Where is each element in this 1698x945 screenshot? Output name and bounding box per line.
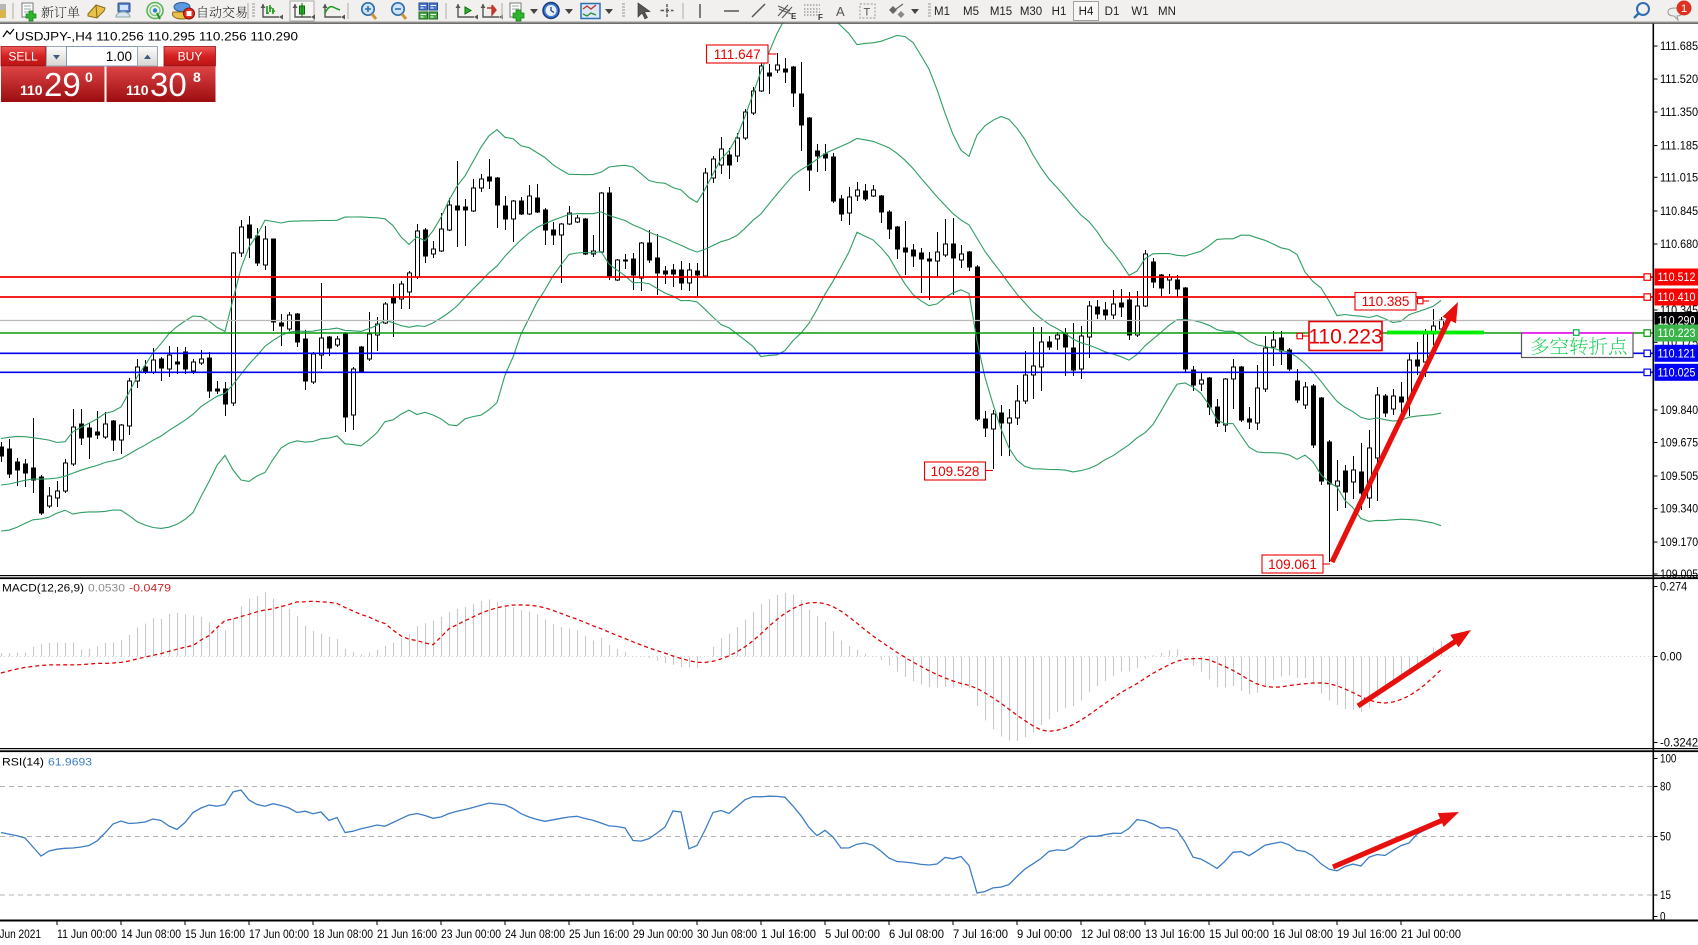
svg-text:BUY: BUY	[178, 50, 203, 64]
svg-text:19 Jul 16:00: 19 Jul 16:00	[1337, 929, 1397, 941]
svg-text:9 Jul 00:00: 9 Jul 00:00	[1017, 929, 1072, 941]
svg-text:110: 110	[20, 82, 43, 98]
svg-text:110.025: 110.025	[1658, 367, 1696, 379]
svg-text:USDJPY-,H4 110.256 110.295 11: USDJPY-,H4 110.256 110.295 110.256 110.2…	[15, 30, 298, 44]
svg-text:15 Jul 00:00: 15 Jul 00:00	[1209, 929, 1269, 941]
svg-text:111.015: 111.015	[1660, 172, 1698, 184]
svg-text:110: 110	[126, 82, 149, 98]
svg-text:-0.3242: -0.3242	[1660, 738, 1698, 750]
svg-text:M30: M30	[1020, 6, 1042, 18]
svg-text:100: 100	[1660, 754, 1676, 766]
svg-text:30: 30	[150, 66, 187, 103]
svg-text:8 Jun 2021: 8 Jun 2021	[0, 929, 41, 941]
svg-text:15: 15	[1660, 890, 1671, 902]
svg-text:30 Jun 08:00: 30 Jun 08:00	[697, 929, 757, 941]
svg-text:8: 8	[193, 69, 201, 85]
svg-text:15 Jun 16:00: 15 Jun 16:00	[185, 929, 245, 941]
svg-text:50: 50	[1660, 832, 1671, 844]
svg-text:110.121: 110.121	[1658, 348, 1696, 360]
svg-text:18 Jun 08:00: 18 Jun 08:00	[313, 929, 373, 941]
svg-text:110.223: 110.223	[1308, 326, 1382, 349]
svg-text:W1: W1	[1131, 6, 1148, 18]
svg-text:25 Jun 16:00: 25 Jun 16:00	[569, 929, 629, 941]
svg-text:14 Jun 08:00: 14 Jun 08:00	[121, 929, 181, 941]
svg-text:109.340: 109.340	[1660, 504, 1698, 516]
svg-text:13 Jul 16:00: 13 Jul 16:00	[1145, 929, 1205, 941]
svg-text:H4: H4	[1079, 6, 1094, 18]
svg-text:M1: M1	[934, 6, 950, 18]
svg-text:11 Jun 00:00: 11 Jun 00:00	[57, 929, 117, 941]
svg-text:110.223: 110.223	[1658, 328, 1696, 340]
svg-text:111.647: 111.647	[714, 47, 761, 62]
svg-text:61.9693: 61.9693	[48, 757, 92, 769]
svg-text:6 Jul 08:00: 6 Jul 08:00	[889, 929, 944, 941]
svg-text:1.00: 1.00	[106, 49, 132, 64]
svg-text:0: 0	[1660, 912, 1666, 924]
svg-text:0.0530: 0.0530	[88, 583, 125, 595]
svg-text:E: E	[791, 12, 797, 21]
svg-text:23 Jun 00:00: 23 Jun 00:00	[441, 929, 501, 941]
svg-text:110.512: 110.512	[1658, 272, 1696, 284]
svg-text:F: F	[818, 13, 823, 22]
svg-text:A: A	[836, 4, 845, 19]
svg-text:111.185: 111.185	[1660, 141, 1698, 153]
svg-text:109.528: 109.528	[931, 464, 980, 479]
svg-text:109.505: 109.505	[1660, 471, 1698, 483]
svg-text:1: 1	[1681, 3, 1687, 15]
svg-text:M15: M15	[990, 6, 1012, 18]
svg-text:MN: MN	[1158, 6, 1176, 18]
svg-text:21 Jun 16:00: 21 Jun 16:00	[377, 929, 437, 941]
svg-text:24 Jun 08:00: 24 Jun 08:00	[505, 929, 565, 941]
svg-text:5 Jul 00:00: 5 Jul 00:00	[825, 929, 880, 941]
svg-text:16 Jul 08:00: 16 Jul 08:00	[1273, 929, 1333, 941]
svg-text:29: 29	[44, 66, 81, 103]
svg-text:109.061: 109.061	[1268, 557, 1317, 572]
svg-text:111.520: 111.520	[1660, 74, 1698, 86]
svg-text:110.385: 110.385	[1362, 294, 1410, 309]
svg-text:1 Jul 16:00: 1 Jul 16:00	[761, 929, 816, 941]
svg-text:110.410: 110.410	[1658, 292, 1696, 304]
svg-text:-0.0479: -0.0479	[129, 583, 171, 595]
svg-text:MACD(12,26,9): MACD(12,26,9)	[2, 583, 84, 595]
svg-text:109.170: 109.170	[1660, 537, 1698, 549]
svg-text:21 Jul 00:00: 21 Jul 00:00	[1401, 929, 1461, 941]
svg-text:M5: M5	[963, 6, 979, 18]
svg-text:RSI(14): RSI(14)	[2, 757, 44, 769]
svg-text:SELL: SELL	[8, 50, 38, 64]
svg-text:17 Jun 00:00: 17 Jun 00:00	[249, 929, 309, 941]
svg-text:109.675: 109.675	[1660, 438, 1698, 450]
svg-text:T: T	[864, 7, 871, 19]
svg-text:110.680: 110.680	[1660, 239, 1698, 251]
svg-text:110.845: 110.845	[1660, 206, 1698, 218]
svg-text:80: 80	[1660, 782, 1671, 794]
svg-text:D1: D1	[1105, 6, 1120, 18]
svg-text:0.00: 0.00	[1660, 652, 1682, 664]
svg-text:111.685: 111.685	[1660, 41, 1698, 53]
svg-text:H1: H1	[1052, 6, 1067, 18]
svg-text:109.005: 109.005	[1660, 569, 1698, 581]
svg-text:111.350: 111.350	[1660, 107, 1698, 119]
svg-text:29 Jun 00:00: 29 Jun 00:00	[633, 929, 693, 941]
svg-text:0: 0	[85, 69, 93, 85]
svg-text:109.840: 109.840	[1660, 405, 1698, 417]
svg-text:12 Jul 08:00: 12 Jul 08:00	[1081, 929, 1141, 941]
svg-text:7 Jul 16:00: 7 Jul 16:00	[953, 929, 1008, 941]
svg-text:0.274: 0.274	[1660, 582, 1688, 594]
